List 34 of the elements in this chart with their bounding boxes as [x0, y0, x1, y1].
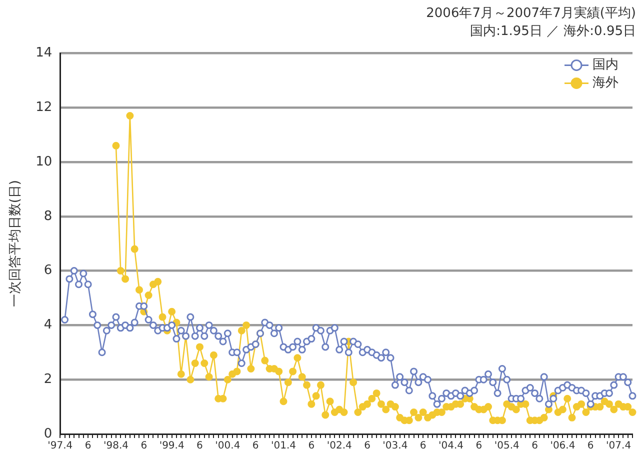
x-tick-label: '05.4 [494, 440, 520, 452]
x-tick-label: '97.4 [48, 440, 73, 452]
chart-title: 2006年7月～2007年7月実績(平均) [426, 5, 636, 22]
x-tick-label: 6 [196, 440, 203, 452]
x-tick-label: 6 [532, 440, 538, 452]
x-tick-label: '98.4 [103, 440, 128, 452]
x-tick-label: 6 [84, 440, 92, 452]
x-tick-label: 6 [420, 440, 426, 452]
y-tick-label: 0 [44, 426, 52, 442]
x-tick-label: '04.4 [438, 440, 464, 452]
x-tick-label: '02.4 [326, 440, 352, 452]
x-tick-label: 6 [308, 440, 315, 452]
x-tick-label: '07.4 [606, 440, 632, 452]
y-tick-label: 2 [44, 372, 52, 387]
x-tick-label: '06.4 [550, 440, 576, 452]
x-tick-label: 6 [476, 440, 482, 452]
y-tick-label: 8 [44, 208, 52, 224]
y-tick-label: 10 [36, 154, 52, 170]
y-tick-label: 4 [44, 318, 52, 333]
y-axis-title: 一次回答平均日数(日) [8, 180, 24, 308]
x-tick-label: '00.4 [215, 440, 240, 452]
legend-label: 国内 [592, 58, 618, 73]
y-tick-label: 14 [36, 46, 52, 61]
x-tick-label: 6 [140, 440, 148, 452]
y-tick-label: 6 [44, 263, 52, 278]
x-tick-label: '03.4 [382, 440, 408, 452]
x-tick-label: 6 [252, 440, 259, 452]
x-tick-label: 6 [364, 440, 370, 452]
legend-label: 海外 [592, 76, 618, 91]
x-tick-label: '99.4 [159, 440, 184, 452]
x-tick-label: '01.4 [270, 440, 296, 452]
y-tick-label: 12 [36, 100, 52, 115]
chart-subtitle: 国内:1.95日 ／ 海外:0.95日 [470, 24, 636, 39]
x-tick-label: 6 [587, 440, 594, 452]
